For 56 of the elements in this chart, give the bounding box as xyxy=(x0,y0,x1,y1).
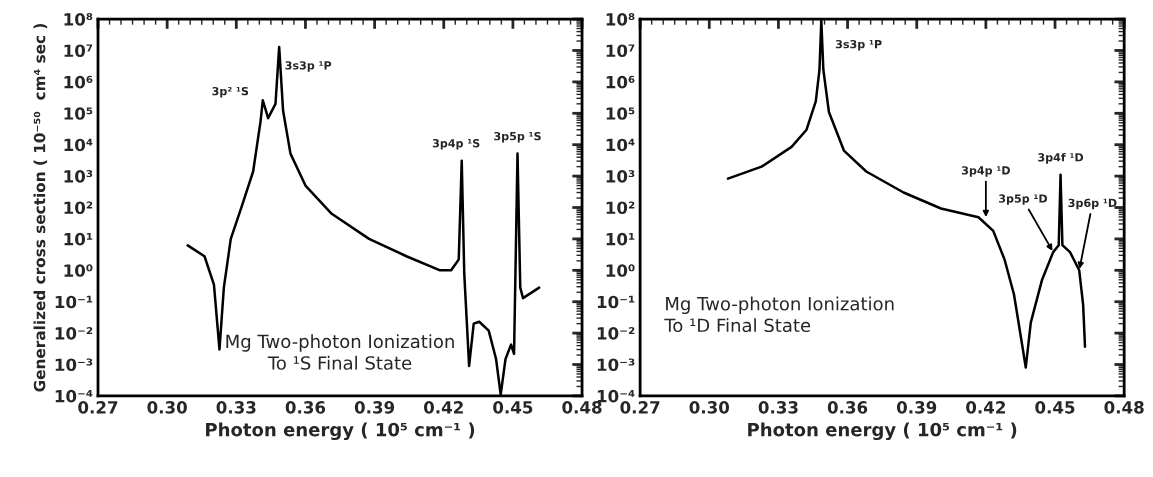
y-tick-label: 10⁶ xyxy=(606,75,635,89)
x-tick-label: 0.36 xyxy=(285,401,326,414)
y-tick-label: 10⁻³ xyxy=(597,358,635,372)
x-tick-label: 0.30 xyxy=(689,401,730,414)
x-tick-label: 0.33 xyxy=(758,401,798,414)
x-tick-label: 0.42 xyxy=(966,401,1005,414)
y-tick-label: 10² xyxy=(64,201,93,215)
x-axis-title: Photon energy ( 10⁵ cm⁻¹ ) xyxy=(206,422,475,441)
x-tick-label: 0.48 xyxy=(1104,401,1144,414)
y-tick-label: 10⁸ xyxy=(64,13,93,26)
annotation: Mg Two-photon Ionization To ¹S Final State xyxy=(226,334,454,370)
x-tick-label: 0.45 xyxy=(1035,401,1075,414)
x-tick-label: 0.27 xyxy=(620,401,660,414)
annotation: Mg Two-photon Ionization To ¹D Final State xyxy=(664,296,894,333)
y-tick-label: 10⁰ xyxy=(606,264,635,277)
y-tick-label: 10⁻⁴ xyxy=(55,389,93,403)
annotation: 3p5p ¹S xyxy=(494,131,541,143)
x-tick-label: 0.39 xyxy=(354,401,395,414)
annotation: 3p4f ¹D xyxy=(1038,152,1084,164)
y-tick-label: 10² xyxy=(606,201,635,215)
y-tick-label: 10⁻⁴ xyxy=(597,389,635,403)
y-tick-label: 10⁻¹ xyxy=(55,295,93,309)
y-tick-label: 10⁷ xyxy=(606,44,635,58)
y-tick-label: 10¹ xyxy=(64,232,93,246)
y-tick-label: 10⁸ xyxy=(606,13,635,26)
y-tick-label: 10⁻³ xyxy=(55,358,93,372)
annotation: 3p² ¹S xyxy=(212,86,249,98)
x-tick-label: 0.27 xyxy=(78,401,118,414)
y-axis-title: Generalized cross section ( 10⁻⁵⁰ cm⁴ sec ) xyxy=(33,23,48,392)
y-tick-label: 10³ xyxy=(606,170,635,183)
annotation: 3s3p ¹P xyxy=(285,61,332,72)
y-tick-label: 10⁻¹ xyxy=(597,295,635,309)
y-tick-label: 10³ xyxy=(64,170,93,183)
y-tick-label: 10⁵ xyxy=(64,107,93,120)
y-tick-label: 10⁴ xyxy=(606,138,635,152)
x-axis-title: Photon energy ( 10⁵ cm⁻¹ ) xyxy=(748,422,1017,441)
y-tick-label: 10⁷ xyxy=(64,44,93,58)
x-tick-label: 0.36 xyxy=(827,401,868,414)
y-tick-label: 10⁴ xyxy=(64,138,93,152)
y-tick-label: 10¹ xyxy=(606,232,635,246)
y-tick-label: 10⁶ xyxy=(64,75,93,89)
x-tick-label: 0.45 xyxy=(493,401,533,414)
y-tick-label: 10⁻² xyxy=(597,327,635,340)
x-tick-label: 0.33 xyxy=(216,401,256,414)
annotation: 3p5p ¹D xyxy=(999,194,1048,205)
x-tick-label: 0.42 xyxy=(423,401,463,414)
y-tick-label: 10⁰ xyxy=(64,264,93,277)
annotation: 3s3p ¹P xyxy=(835,39,882,51)
annotation: 3p4p ¹S xyxy=(432,138,480,150)
annotation: 3p6p ¹D xyxy=(1068,198,1117,210)
annotation: 3p4p ¹D xyxy=(961,166,1010,177)
y-tick-label: 10⁻² xyxy=(55,327,93,340)
x-tick-label: 0.48 xyxy=(562,401,602,414)
x-tick-label: 0.39 xyxy=(896,401,937,414)
y-tick-label: 10⁵ xyxy=(606,107,635,120)
x-tick-label: 0.30 xyxy=(147,401,187,414)
